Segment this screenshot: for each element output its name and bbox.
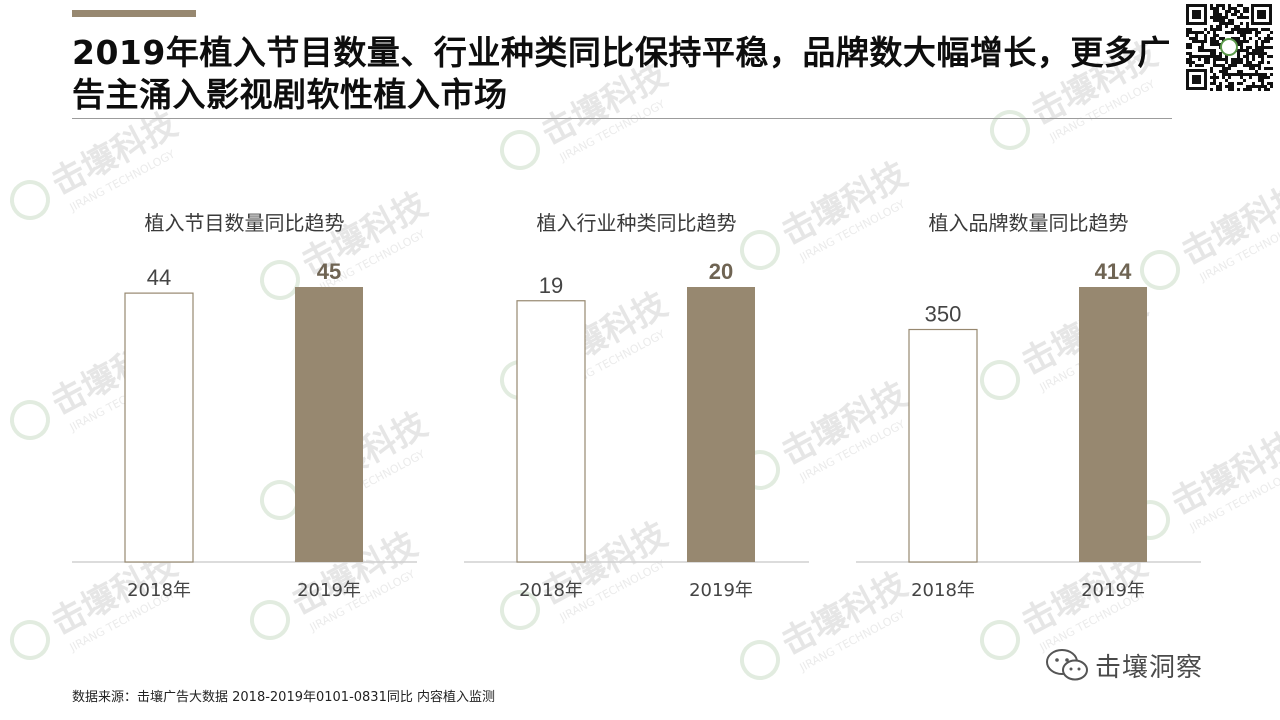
brand-name: 击壤洞察 bbox=[1095, 652, 1204, 683]
chart-plot: 350 2018年 414 2019年 bbox=[856, 259, 1201, 601]
title-divider bbox=[72, 118, 1172, 119]
wechat-icon bbox=[1046, 649, 1088, 681]
bar-2019 bbox=[1079, 287, 1147, 562]
data-label: 45 bbox=[317, 259, 341, 284]
category-label: 2018年 bbox=[519, 580, 583, 601]
category-label: 2019年 bbox=[297, 580, 361, 601]
accent-bar bbox=[72, 10, 196, 17]
bar-2018 bbox=[124, 292, 194, 563]
chart-plot: 44 2018年 45 2019年 bbox=[72, 259, 417, 601]
data-label: 414 bbox=[1095, 259, 1132, 284]
brand-mark: 击壤洞察 bbox=[1045, 645, 1203, 685]
data-label: 19 bbox=[539, 273, 563, 298]
data-label: 350 bbox=[925, 302, 962, 327]
bar-2018 bbox=[908, 328, 978, 563]
chart-title: 植入品牌数量同比趋势 bbox=[928, 211, 1129, 235]
page-title: 2019年植入节目数量、行业种类同比保持平稳，品牌数大幅增长，更多广告主涌入影视… bbox=[72, 33, 1171, 114]
chart-industries: 植入行业种类同比趋势 19 2018年 20 2019年 bbox=[464, 195, 809, 615]
data-label: 20 bbox=[709, 259, 733, 284]
category-label: 2019年 bbox=[1081, 580, 1145, 601]
bar-2019 bbox=[295, 287, 363, 562]
data-label: 44 bbox=[147, 265, 171, 290]
qr-code-icon bbox=[1184, 2, 1274, 92]
category-label: 2019年 bbox=[689, 580, 753, 601]
chart-title: 植入行业种类同比趋势 bbox=[536, 211, 737, 235]
chart-plot: 19 2018年 20 2019年 bbox=[464, 259, 809, 601]
category-label: 2018年 bbox=[127, 580, 191, 601]
category-label: 2018年 bbox=[911, 580, 975, 601]
chart-brands: 植入品牌数量同比趋势 350 2018年 414 2019年 bbox=[856, 195, 1201, 615]
bar-2018 bbox=[516, 300, 586, 563]
source-note: 数据来源：击壤广告大数据 2018-2019年0101-0831同比 内容植入监… bbox=[72, 690, 495, 705]
bar-2019 bbox=[687, 287, 755, 562]
chart-programs: 植入节目数量同比趋势 44 2018年 45 2019年 bbox=[72, 195, 417, 615]
chart-title: 植入节目数量同比趋势 bbox=[144, 211, 345, 235]
